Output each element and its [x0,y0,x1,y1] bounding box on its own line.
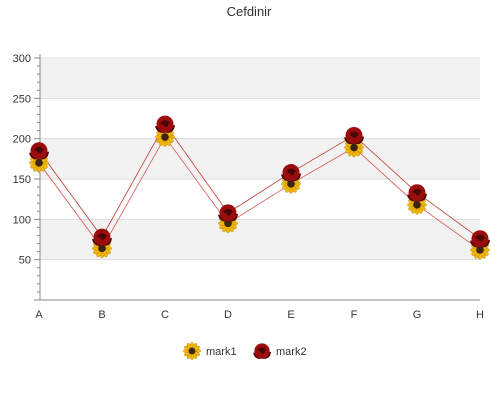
background-bands [40,58,480,260]
x-tick-label: D [224,309,232,321]
mark2-point [470,230,490,248]
y-tick-labels: 50 100 150 200 250 300 [13,53,31,267]
chart-title: Cefdinir [227,4,272,19]
rose-core [352,133,358,139]
mark2-point [281,164,301,182]
grid-band [40,138,480,179]
x-tick-labels: A B C D E F G H [35,309,484,321]
y-tick-label: 50 [19,255,31,267]
series-line-mark2 [38,123,481,240]
gridlines [40,57,480,261]
mark2-point [344,126,364,145]
mark2-point [155,115,175,133]
sunflower-center [98,244,106,253]
legend-label: mark2 [276,346,307,358]
rose-core [260,349,265,354]
x-tick-label: B [98,309,105,321]
rose-core [100,235,106,240]
x-tick-label: C [161,309,169,321]
rose-core [37,149,43,154]
x-tick-label: F [351,309,358,321]
sunflower-center [35,159,43,167]
mark2-point [218,204,238,222]
y-tick-label: 100 [13,214,31,226]
legend: mark1 mark2 [183,342,307,360]
rose-core [163,122,169,127]
series-markers [29,115,490,260]
sunflower-center [350,143,358,152]
axes [34,54,480,301]
sunflower-center [287,180,295,188]
x-tick-label: A [35,309,43,321]
sunflower-center [188,347,196,355]
sunflower-icon [183,342,201,360]
sunflower-center [413,201,421,209]
rose-core [415,191,421,196]
sunflower-center [476,246,484,254]
y-tick-label: 300 [13,53,31,65]
rose-core [289,170,295,176]
mark2-point [29,142,49,160]
sunflower-center [161,133,169,141]
legend-label: mark1 [206,346,237,358]
grid-band [40,58,480,99]
rose-icon [253,343,271,359]
y-tick-label: 150 [13,174,31,186]
rose-core [226,211,232,216]
x-tick-label: H [476,309,484,321]
grid-band [40,219,480,260]
mark2-point [92,228,112,246]
mark2-point [407,184,427,202]
series-line-mark1 [38,136,481,251]
y-tick-label: 250 [13,93,31,105]
series-lines [38,123,481,251]
legend-item-mark2: mark2 [253,343,307,359]
rose-core [478,236,484,242]
legend-item-mark1: mark1 [183,342,237,360]
y-tick-label: 200 [13,134,31,146]
x-tick-label: E [287,309,294,321]
x-tick-label: G [413,309,422,321]
